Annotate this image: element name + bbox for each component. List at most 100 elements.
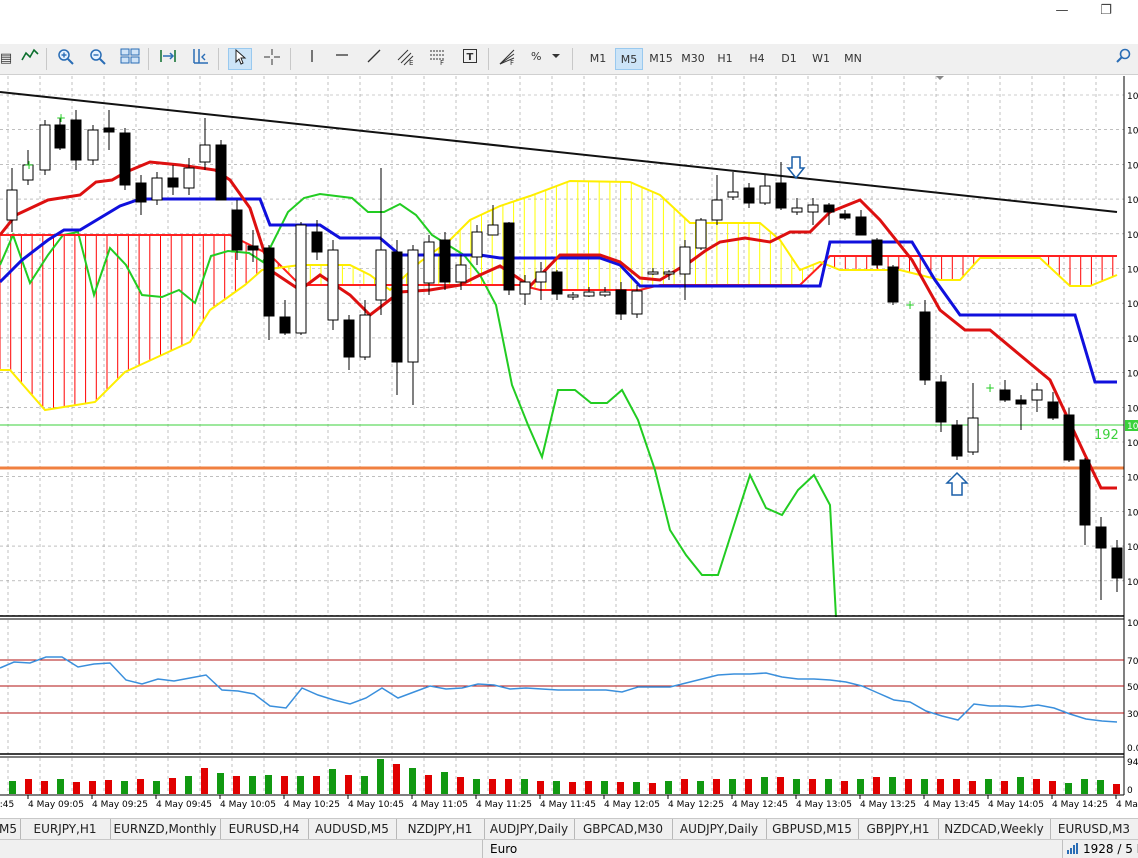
chart-canvas[interactable]: ++++ 192 101010101010101010101010101010 … (0, 75, 1138, 820)
volume-bar (313, 776, 320, 794)
time-axis-label: 4 May 09:45 (156, 800, 212, 810)
restore-icon[interactable]: ❐ (1100, 3, 1112, 18)
candle-body (455, 264, 467, 283)
tab-chart-7[interactable]: GBPCAD,M30 (574, 819, 673, 839)
vertical-line-icon[interactable] (300, 48, 324, 70)
price-axis-label: 10 (1127, 474, 1138, 484)
candle-body (823, 204, 835, 213)
volume-bar (1001, 781, 1008, 794)
volume-bar (441, 772, 448, 794)
price-axis-label: 10 (1127, 370, 1138, 380)
fibonacci-icon[interactable]: F (426, 48, 450, 70)
candle-body (215, 144, 227, 201)
tf-m30[interactable]: M30 (681, 52, 705, 65)
tf-d1[interactable]: D1 (781, 52, 797, 65)
tab-chart-6[interactable]: AUDJPY,Daily (484, 819, 575, 839)
candle-body (54, 124, 66, 149)
volume-bar (345, 775, 352, 794)
candle-body (1031, 389, 1043, 401)
tab-chart-11[interactable]: NZDCAD,Weekly (938, 819, 1051, 839)
tf-h4[interactable]: H4 (749, 52, 765, 65)
candle-body (599, 291, 611, 296)
volume-bar (729, 779, 736, 794)
candle-body (487, 224, 499, 236)
volume-bar (585, 781, 592, 794)
tab-chart-4[interactable]: AUDUSD,M5 (308, 819, 397, 839)
text-label-icon[interactable]: T (458, 48, 482, 70)
volume-bar (761, 777, 768, 794)
candle-body (391, 251, 403, 363)
bar-chart-icon[interactable]: ▤ (0, 51, 13, 66)
zoom-out-icon[interactable] (86, 48, 110, 70)
volume-bar (1033, 779, 1040, 794)
tf-mn[interactable]: MN (844, 52, 862, 65)
volume-bar (329, 769, 336, 794)
volume-bar (1081, 779, 1088, 794)
fibonacci-fan-icon[interactable]: F (496, 48, 520, 70)
minimize-icon[interactable]: — (1055, 3, 1069, 18)
candle-body (743, 187, 755, 204)
candle-body (647, 271, 659, 275)
chart-window[interactable]: + + + + 192 10 10 10 10 10 10 10 10 10 10 10 10 10 10 10 … (0, 75, 1138, 822)
tab-chart-10[interactable]: GBPJPY,H1 (858, 819, 939, 839)
candle-body (279, 316, 291, 334)
tab-chart-2[interactable]: EURNZD,Monthly (110, 819, 221, 839)
equidistant-channel-icon[interactable]: E (394, 48, 418, 70)
chikou-span-line (0, 192, 837, 618)
candle-body (119, 132, 131, 186)
volume-bar (505, 779, 512, 794)
tf-m1[interactable]: M1 (589, 52, 607, 65)
objects-dropdown-icon[interactable]: % (528, 48, 564, 70)
time-axis-label: 4 May 10:05 (220, 800, 276, 810)
candle-body (1063, 414, 1075, 461)
tf-w1[interactable]: W1 (812, 52, 830, 65)
volume-bar (985, 779, 992, 794)
trendline-icon[interactable] (362, 48, 386, 70)
doji-marker: + (905, 298, 915, 312)
tf-m5[interactable]: M5 (615, 48, 643, 70)
price-axis-label: 10 (1127, 335, 1138, 345)
volume-bar (905, 779, 912, 794)
tf-h1[interactable]: H1 (717, 52, 733, 65)
zoom-in-icon[interactable] (54, 48, 78, 70)
search-icon[interactable] (1112, 48, 1136, 70)
candle-body (199, 144, 211, 163)
cursor-icon[interactable] (228, 48, 252, 70)
tab-chart-8[interactable]: AUDJPY,Daily (672, 819, 767, 839)
candle-body (935, 381, 947, 423)
volume-bar (1017, 777, 1024, 794)
volume-bar (473, 779, 480, 794)
tab-chart-1[interactable]: EURJPY,H1 (20, 819, 111, 839)
time-axis-label: 4 May 13:05 (796, 800, 852, 810)
tab-chart-5[interactable]: NZDJPY,H1 (396, 819, 485, 839)
tile-windows-icon[interactable] (118, 48, 142, 70)
volume-bar (25, 779, 32, 794)
candle-body (359, 314, 371, 358)
trendline[interactable] (0, 91, 1118, 213)
volume-bar (809, 779, 816, 794)
horizontal-line-icon[interactable] (330, 48, 354, 70)
volume-bar (121, 781, 128, 794)
tab-chart-3[interactable]: EURUSD,H4 (220, 819, 309, 839)
volume-bar (649, 783, 656, 794)
rsi-axis-70: 70 (1127, 657, 1138, 667)
volume-bar (633, 782, 640, 794)
doji-marker: + (985, 381, 995, 395)
buy-arrow-icon[interactable] (945, 471, 969, 496)
tf-m15[interactable]: M15 (649, 52, 673, 65)
candle-body (839, 213, 851, 219)
chart-shift-icon[interactable] (156, 48, 180, 70)
sell-arrow-icon[interactable] (786, 156, 806, 180)
autoscroll-icon[interactable] (188, 48, 212, 70)
rsi-axis-50: 50 (1127, 683, 1138, 693)
line-chart-icon[interactable] (18, 48, 42, 70)
volume-bar (681, 779, 688, 794)
price-axis-label: 10 (1127, 543, 1138, 553)
volume-bar (921, 779, 928, 794)
tab-chart-0[interactable]: M5 (0, 819, 21, 839)
tab-chart-12[interactable]: EURUSD,M3 (1057, 822, 1131, 836)
time-axis-label: 4 May 13:25 (860, 800, 916, 810)
tab-chart-9[interactable]: GBPUSD,M15 (766, 819, 859, 839)
time-axis-label: 4 May 14:25 (1052, 800, 1108, 810)
crosshair-icon[interactable] (260, 48, 284, 70)
